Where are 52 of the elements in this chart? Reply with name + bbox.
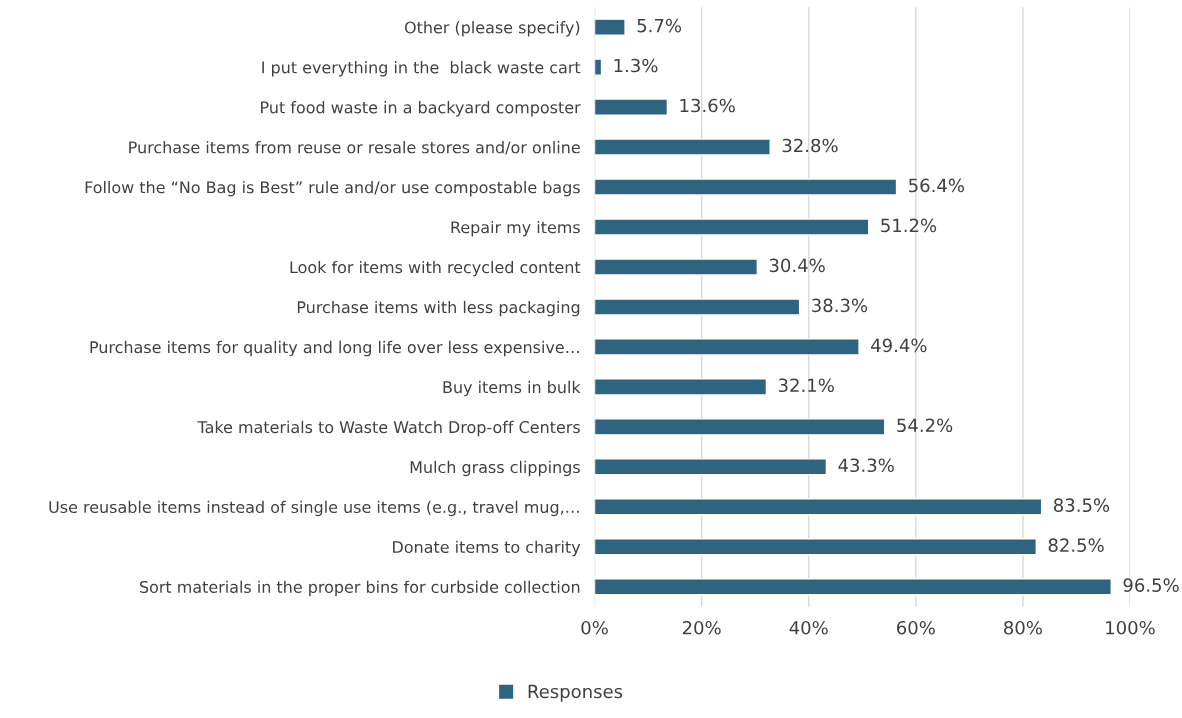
bar [594, 538, 1037, 556]
data-label: 1.3% [614, 58, 658, 73]
bar [594, 218, 870, 236]
bar [594, 258, 759, 276]
y-tick-label: Purchase items for quality and long life over less expensive… [90, 340, 579, 357]
bar [594, 378, 768, 396]
data-label: 43.3% [838, 458, 894, 473]
bar [594, 58, 603, 76]
y-tick-label: Other (please specify) [404, 21, 580, 37]
y-tick-label: Purchase items with less packaging [297, 300, 580, 317]
x-tick-label: 20% [682, 620, 721, 635]
y-tick-label: Follow the “No Bag is Best” rule and/or use compostable bags [85, 180, 580, 197]
bar [594, 498, 1043, 516]
y-tick-label: Take materials to Waste Watch Drop-off Centers [197, 420, 580, 437]
bar [594, 98, 669, 116]
y-tick-label: Look for items with recycled content [290, 260, 581, 277]
data-label: 54.2% [897, 418, 953, 433]
bar [594, 418, 886, 436]
y-tick-label: I put everything in the black waste cart [262, 61, 581, 77]
y-tick-label: Purchase items from reuse or resale stores and/or online [129, 141, 580, 155]
data-label: 13.6% [680, 98, 735, 113]
x-tick-label: 60% [897, 620, 935, 635]
y-tick-label: Sort materials in the proper bins for curbside collection [140, 580, 580, 597]
data-label: 56.4% [909, 178, 965, 193]
data-label: 32.8% [782, 138, 838, 153]
data-label: 96.5% [1123, 578, 1179, 592]
data-label: 82.5% [1048, 538, 1104, 552]
data-label: 83.5% [1053, 498, 1110, 513]
bar [594, 178, 898, 196]
bar [594, 138, 771, 156]
data-label: 32.1% [778, 378, 834, 393]
bar [594, 338, 860, 356]
bar [594, 458, 828, 476]
x-tick-label: 100% [1106, 620, 1155, 635]
data-label: 5.7% [637, 18, 682, 33]
x-tick-label: 80% [1004, 620, 1042, 635]
y-tick-label: Buy items in bulk [443, 380, 581, 397]
y-tick-label: Put food waste in a backyard composter [261, 101, 581, 117]
y-tick-label: Use reusable items instead of single use items (e.g., travel mug,… [49, 500, 579, 517]
data-label: 38.3% [812, 298, 868, 313]
y-tick-label: Repair my items [451, 220, 580, 237]
bar [594, 18, 626, 36]
bar [594, 578, 1112, 596]
x-tick-label: 40% [789, 620, 828, 635]
bar [594, 298, 801, 316]
y-tick-label: Donate items to charity [393, 540, 581, 557]
data-label: 49.4% [871, 338, 927, 353]
data-label: 30.4% [769, 258, 825, 273]
x-tick-label: 0% [581, 620, 608, 635]
data-label: 51.2% [881, 218, 937, 233]
y-tick-label: Mulch grass clippings [410, 460, 580, 477]
legend-label: Responses [528, 684, 623, 702]
